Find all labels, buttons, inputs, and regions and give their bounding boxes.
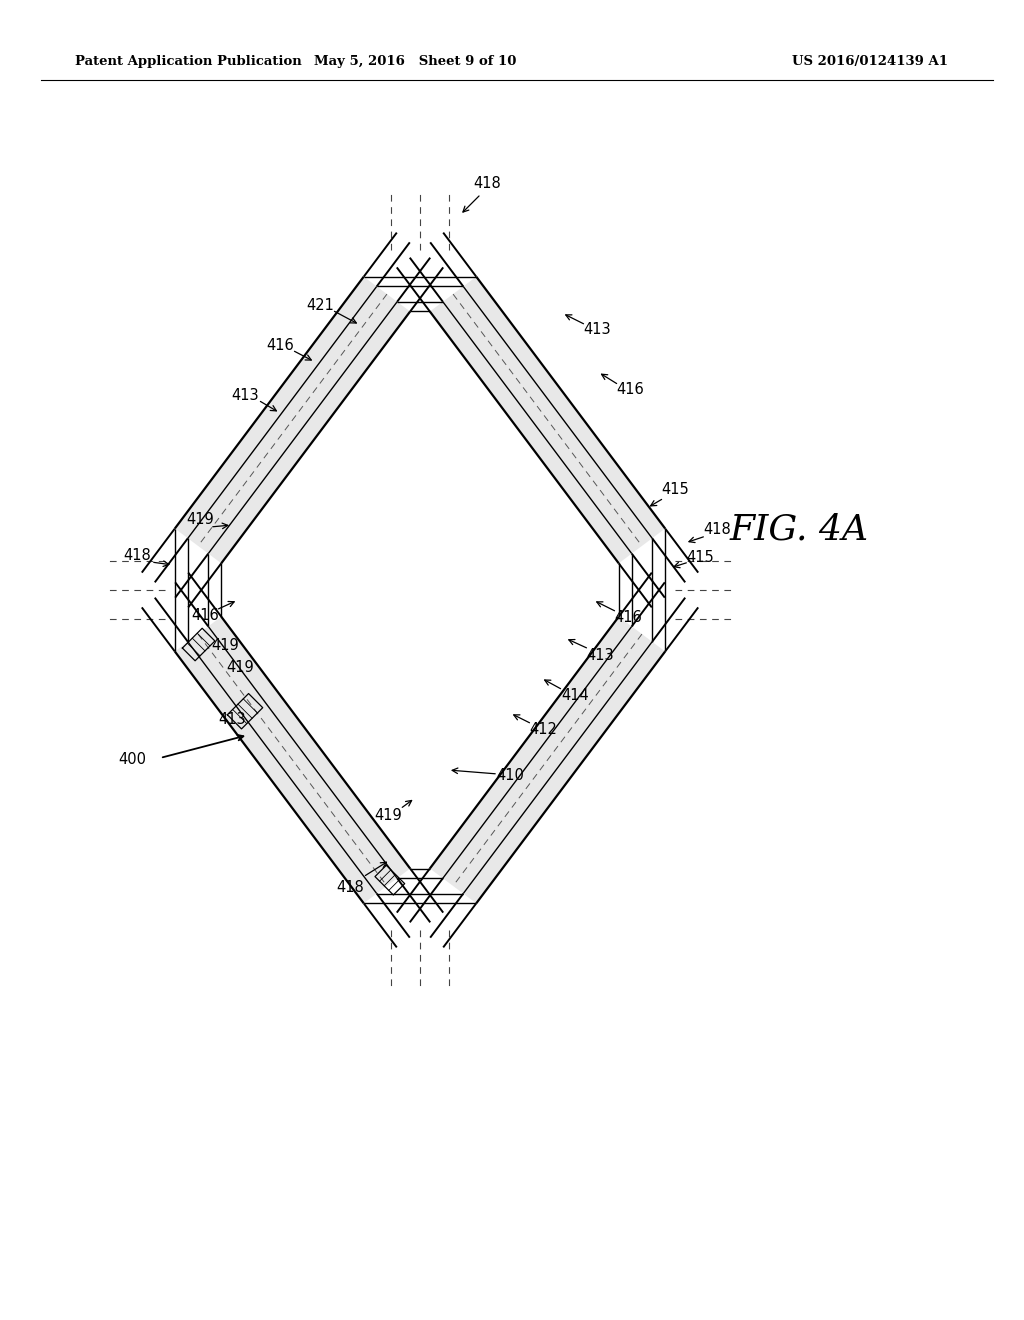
Polygon shape <box>175 277 411 564</box>
Polygon shape <box>430 277 666 564</box>
Text: 413: 413 <box>584 322 610 338</box>
Text: 400: 400 <box>118 752 146 767</box>
Text: 413: 413 <box>586 648 613 663</box>
Text: 413: 413 <box>231 388 259 403</box>
Text: 418: 418 <box>336 880 364 895</box>
Text: 419: 419 <box>211 638 239 652</box>
Text: 418: 418 <box>703 523 731 537</box>
Text: 415: 415 <box>662 483 689 498</box>
Polygon shape <box>430 616 666 903</box>
Text: 416: 416 <box>614 610 642 626</box>
Text: 421: 421 <box>306 297 334 313</box>
Text: 412: 412 <box>529 722 557 738</box>
Text: US 2016/0124139 A1: US 2016/0124139 A1 <box>792 55 948 69</box>
Text: 419: 419 <box>374 808 401 822</box>
Text: 413: 413 <box>218 713 246 727</box>
Text: Patent Application Publication: Patent Application Publication <box>75 55 302 69</box>
Text: FIG. 4A: FIG. 4A <box>730 513 869 546</box>
Text: 418: 418 <box>473 176 501 190</box>
Text: 416: 416 <box>191 607 219 623</box>
Text: May 5, 2016   Sheet 9 of 10: May 5, 2016 Sheet 9 of 10 <box>313 55 516 69</box>
Text: 419: 419 <box>226 660 254 676</box>
Text: 415: 415 <box>686 549 714 565</box>
Text: 419: 419 <box>186 512 214 528</box>
Polygon shape <box>175 616 411 903</box>
Text: 418: 418 <box>123 548 151 562</box>
Text: 410: 410 <box>496 767 524 783</box>
Text: 416: 416 <box>266 338 294 352</box>
Text: 414: 414 <box>561 689 589 704</box>
Text: 416: 416 <box>616 383 644 397</box>
